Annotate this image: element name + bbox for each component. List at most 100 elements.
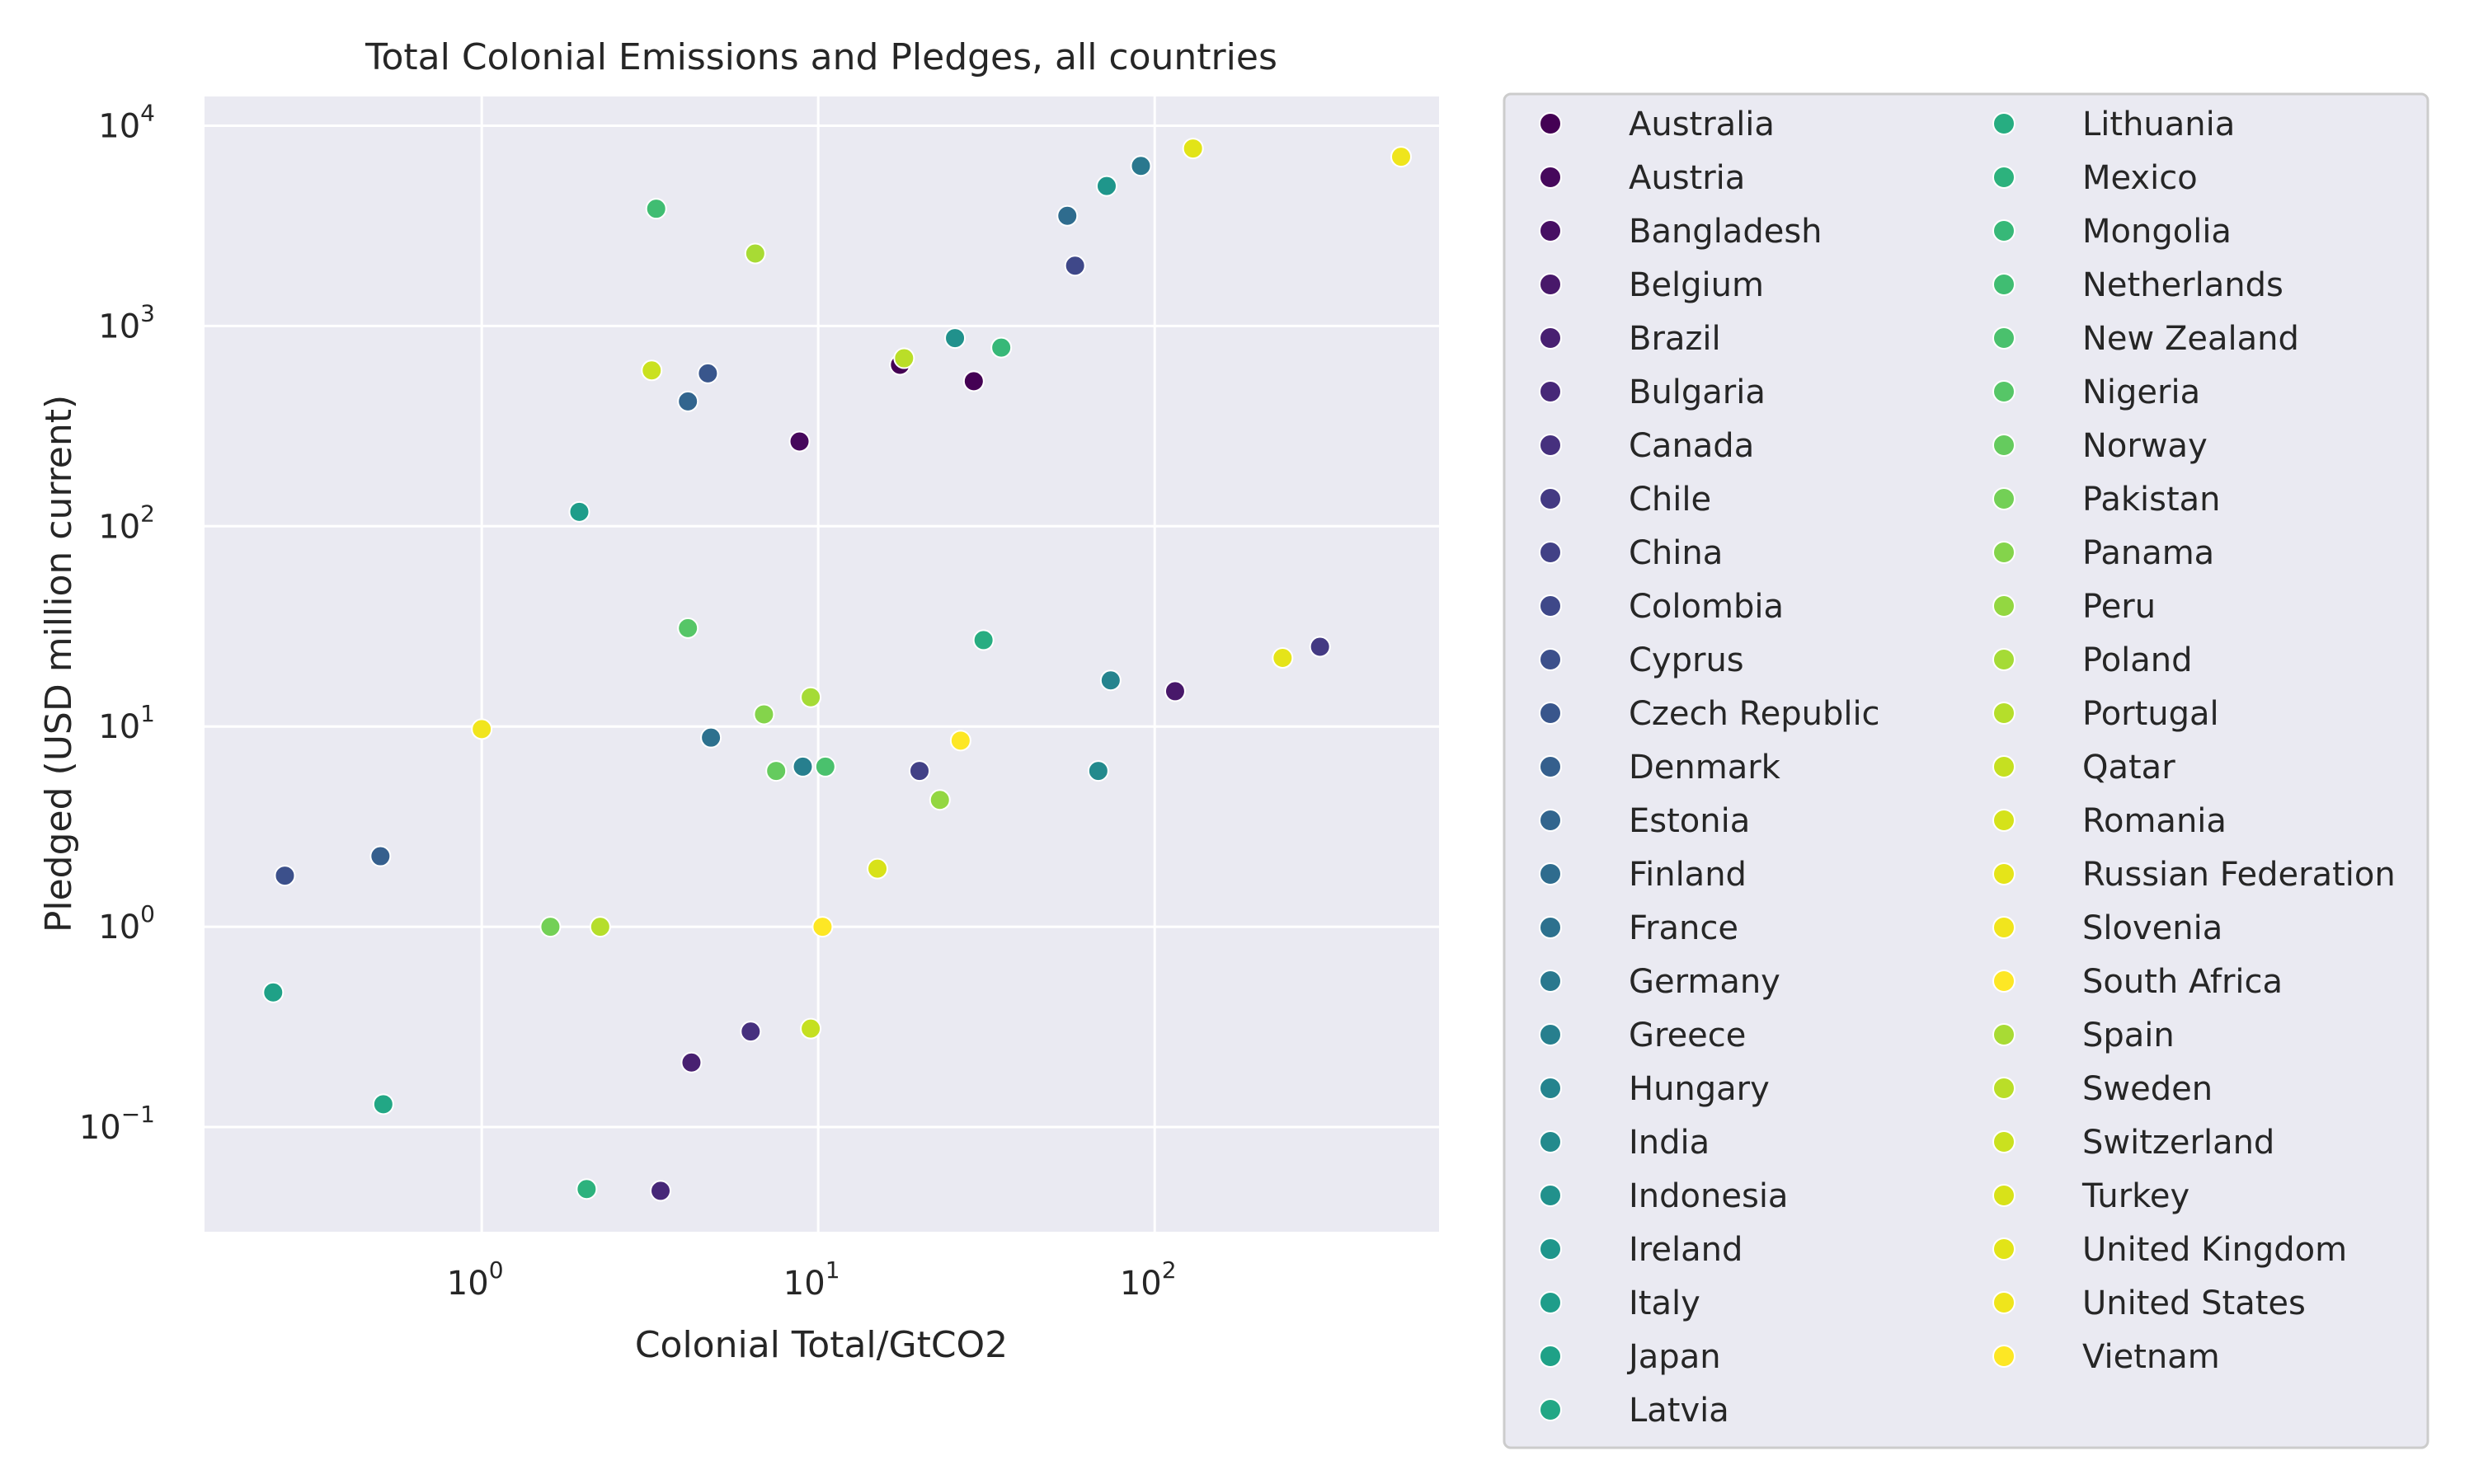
data-point: Czech Republic — [697, 362, 719, 384]
legend-marker — [1539, 970, 1562, 993]
legend-label: India — [1629, 1124, 1710, 1162]
legend-label: Mongolia — [2082, 213, 2232, 251]
x-axis-ticks: 100 101 102 — [447, 1256, 1177, 1303]
data-point: Bulgaria — [650, 1180, 672, 1202]
legend-label: Austria — [1629, 159, 1745, 197]
legend-marker — [1992, 916, 2015, 939]
legend-marker — [1539, 273, 1562, 296]
y-axis-ticks: 10−1 100 101 102 103 104 — [79, 99, 155, 1146]
legend-marker — [1992, 970, 2015, 993]
data-point: Nigeria — [677, 617, 699, 639]
data-point: Pakistan — [539, 916, 562, 938]
legend-marker — [1992, 702, 2015, 725]
legend-label: Belgium — [1629, 266, 1764, 304]
data-point: Italy — [568, 500, 590, 523]
y-tick-label: 103 — [98, 299, 155, 345]
data-point: Brazil — [680, 1051, 703, 1073]
legend-marker — [1539, 434, 1562, 457]
legend-marker — [1992, 541, 2015, 564]
data-point: New Zealand — [814, 755, 836, 777]
legend-marker — [1539, 1184, 1562, 1207]
data-point: Austria — [788, 430, 811, 453]
legend-label: France — [1629, 909, 1738, 947]
data-point: Peru — [929, 789, 951, 811]
data-point: Russian Federation — [1272, 647, 1294, 669]
data-point: Mongolia — [990, 336, 1013, 359]
data-point: Latvia — [372, 1093, 394, 1115]
data-point: China — [909, 760, 931, 782]
legend-marker — [1992, 1237, 2015, 1261]
legend-marker — [1992, 1077, 2015, 1100]
data-point: Hungary — [1099, 669, 1122, 692]
y-tick-label: 102 — [98, 500, 155, 546]
legend-label: Spain — [2082, 1017, 2175, 1054]
legend-marker — [1992, 648, 2015, 671]
data-point: United States — [1390, 146, 1413, 168]
legend-marker — [1539, 916, 1562, 939]
legend-marker — [1539, 809, 1562, 832]
legend-marker — [1539, 1398, 1562, 1421]
legend-label: Qatar — [2082, 749, 2175, 787]
legend-label: Vietnam — [2082, 1338, 2220, 1376]
data-point: Portugal — [589, 916, 611, 938]
legend-marker — [1992, 1345, 2015, 1368]
legend-marker — [1992, 1130, 2015, 1153]
data-point: Vietnam — [811, 916, 834, 938]
x-axis-label: Colonial Total/GtCO2 — [635, 1324, 1008, 1366]
legend-marker — [1539, 1237, 1562, 1261]
data-point: Switzerland — [641, 359, 663, 382]
legend: Australia Austria Bangladesh Belgium Brazil B… — [1503, 92, 2429, 1449]
data-point: Japan — [262, 981, 285, 1003]
legend-label: Indonesia — [1629, 1177, 1788, 1215]
legend-marker — [1539, 1345, 1562, 1368]
data-point: Panama — [753, 703, 775, 726]
y-tick-label: 10−1 — [79, 1101, 155, 1147]
data-point: Slovenia — [471, 718, 493, 740]
legend-label: Ireland — [1629, 1231, 1743, 1269]
legend-label: Turkey — [2081, 1177, 2189, 1215]
data-point: Cyprus — [274, 865, 296, 887]
legend-label: Poland — [2082, 641, 2193, 679]
y-axis-label: Pledged (USD million current) — [38, 395, 80, 932]
legend-marker — [1539, 648, 1562, 671]
legend-marker — [1992, 219, 2015, 242]
y-tick-label: 101 — [98, 700, 155, 746]
x-tick-label: 102 — [1120, 1256, 1177, 1303]
legend-label: United Kingdom — [2082, 1231, 2347, 1269]
legend-label: Slovenia — [2082, 909, 2222, 947]
legend-marker — [1992, 1023, 2015, 1046]
chart-title: Total Colonial Emissions and Pledges, al… — [365, 36, 1277, 78]
legend-label: Russian Federation — [2082, 856, 2396, 894]
data-point: Australia — [962, 370, 985, 392]
legend-marker — [1992, 434, 2015, 457]
legend-label: Bangladesh — [1629, 213, 1823, 251]
data-point: Sweden — [893, 347, 915, 369]
legend-marker — [1539, 594, 1562, 618]
legend-label: Portugal — [2082, 695, 2219, 733]
legend-label: Switzerland — [2082, 1124, 2274, 1162]
data-point: Canada — [740, 1021, 762, 1043]
legend-marker — [1992, 755, 2015, 778]
legend-marker — [1992, 380, 2015, 403]
legend-marker — [1539, 112, 1562, 135]
legend-label: Peru — [2082, 588, 2156, 626]
data-point: Mexico — [576, 1178, 598, 1200]
legend-marker — [1992, 1184, 2015, 1207]
legend-marker — [1992, 112, 2015, 135]
data-point: Lithuania — [972, 629, 995, 651]
data-point: France — [700, 726, 722, 749]
legend-label: Australia — [1629, 106, 1775, 143]
data-point: South Africa — [949, 730, 971, 752]
legend-marker — [1539, 1023, 1562, 1046]
data-point: Belgium — [1164, 680, 1186, 702]
data-point: Finland — [1056, 204, 1079, 227]
legend-marker — [1539, 219, 1562, 242]
legend-label: Hungary — [1629, 1070, 1770, 1108]
legend-label: Canada — [1629, 427, 1754, 465]
legend-marker — [1992, 487, 2015, 510]
data-point: Qatar — [800, 1017, 822, 1040]
legend-label: Estonia — [1629, 802, 1750, 840]
legend-label: Finland — [1629, 856, 1747, 894]
legend-label: Chile — [1629, 481, 1711, 519]
legend-marker — [1539, 541, 1562, 564]
